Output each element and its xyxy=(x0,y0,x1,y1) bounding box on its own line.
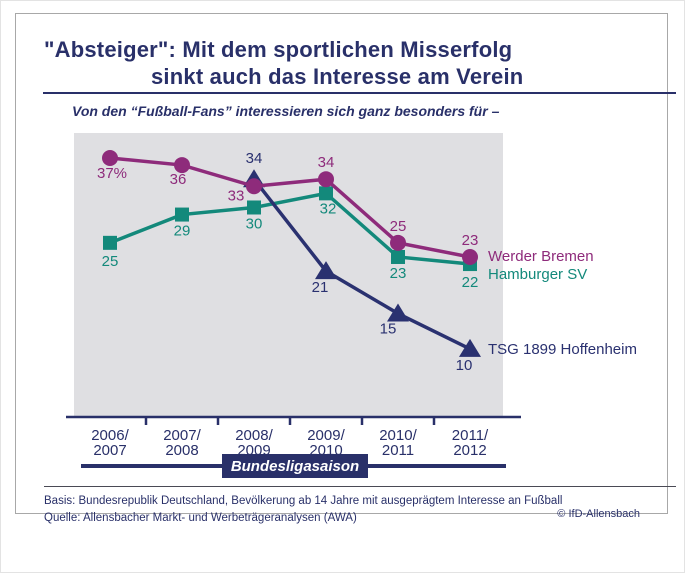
footer-notes: Basis: Bundesrepublik Deutschland, Bevöl… xyxy=(44,493,562,527)
value-label-werder-bremen-2: 33 xyxy=(228,187,245,204)
title-line-1: "Absteiger": Mit dem sportlichen Misserf… xyxy=(44,37,513,62)
xaxis-title-badge xyxy=(222,454,368,478)
line-chart: 2006/20072007/20082008/20092009/20102010… xyxy=(66,133,637,478)
footer-copyright: © IfD-Allensbach xyxy=(557,508,640,520)
value-label-werder-bremen-4: 25 xyxy=(390,218,407,235)
footer-basis: Basis: Bundesrepublik Deutschland, Bevöl… xyxy=(44,495,563,507)
x-axis-label: 2011 xyxy=(382,442,414,459)
x-axis-label: 2007 xyxy=(93,442,126,459)
marker-hamburger-sv-4 xyxy=(391,249,405,264)
value-label-werder-bremen-5: 23 xyxy=(462,232,479,249)
x-axis-label: 2011/ xyxy=(452,427,489,444)
x-axis-label: 2006/ xyxy=(91,427,129,444)
series-line-werder-bremen xyxy=(109,156,471,259)
chart-subtitle: Von den “Fußball-Fans” interessieren sic… xyxy=(72,103,500,119)
xaxis-title: Bundesligasaison xyxy=(231,458,359,475)
value-label-hamburger-sv-0: 25 xyxy=(102,253,119,270)
marker-tsg-1899-hoffenheim-4 xyxy=(387,303,409,322)
value-label-hamburger-sv-3: 32 xyxy=(320,200,337,217)
title-line-2: sinkt auch das Interesse am Verein xyxy=(151,64,524,89)
value-label-tsg-1899-hoffenheim-3: 21 xyxy=(312,279,329,296)
x-axis-label: 2009/ xyxy=(307,427,345,444)
marker-werder-bremen-5 xyxy=(462,248,478,265)
marker-werder-bremen-2 xyxy=(246,178,262,195)
series-line-hamburger-sv xyxy=(109,191,471,266)
x-axis-label: 2008/ xyxy=(235,427,273,444)
footer-divider xyxy=(44,486,676,487)
chart-title: "Absteiger": Mit dem sportlichen Misserf… xyxy=(44,36,523,90)
marker-tsg-1899-hoffenheim-5 xyxy=(459,338,481,357)
marker-hamburger-sv-1 xyxy=(175,207,189,222)
legend-tsg-1899-hoffenheim: TSG 1899 Hoffenheim xyxy=(488,341,637,358)
marker-tsg-1899-hoffenheim-3 xyxy=(315,261,337,280)
x-axis-label: 2012 xyxy=(453,442,486,459)
title-underline xyxy=(43,92,676,94)
marker-hamburger-sv-2 xyxy=(247,200,261,215)
x-axis-label: 2007/ xyxy=(163,427,201,444)
marker-werder-bremen-1 xyxy=(174,157,190,174)
marker-werder-bremen-3 xyxy=(318,171,334,188)
value-label-hamburger-sv-2: 30 xyxy=(246,215,263,232)
x-axis-label: 2010/ xyxy=(379,427,417,444)
plot-background xyxy=(74,133,503,417)
series-line-tsg-1899-hoffenheim xyxy=(252,178,471,351)
legend-hamburger-sv: Hamburger SV xyxy=(488,266,587,283)
footer-quelle: Quelle: Allensbacher Markt- und Werbeträ… xyxy=(44,512,357,524)
marker-hamburger-sv-3 xyxy=(319,186,333,201)
value-label-hamburger-sv-1: 29 xyxy=(174,223,191,240)
value-label-tsg-1899-hoffenheim-5: 10 xyxy=(456,357,473,374)
x-axis-label: 2008 xyxy=(165,442,198,459)
legend-werder-bremen: Werder Bremen xyxy=(488,248,594,265)
marker-hamburger-sv-0 xyxy=(103,235,117,250)
value-label-hamburger-sv-4: 23 xyxy=(390,265,407,282)
value-label-werder-bremen-0: 37% xyxy=(97,165,127,182)
marker-werder-bremen-0 xyxy=(102,150,118,166)
value-label-werder-bremen-3: 34 xyxy=(318,154,335,171)
value-label-hamburger-sv-5: 22 xyxy=(462,274,479,291)
marker-werder-bremen-4 xyxy=(390,234,406,251)
value-label-werder-bremen-1: 36 xyxy=(170,171,187,188)
value-label-tsg-1899-hoffenheim-4: 15 xyxy=(380,321,397,338)
value-label-tsg-1899-hoffenheim-2: 34 xyxy=(246,150,263,167)
chart-frame: "Absteiger": Mit dem sportlichen Misserf… xyxy=(15,13,676,524)
